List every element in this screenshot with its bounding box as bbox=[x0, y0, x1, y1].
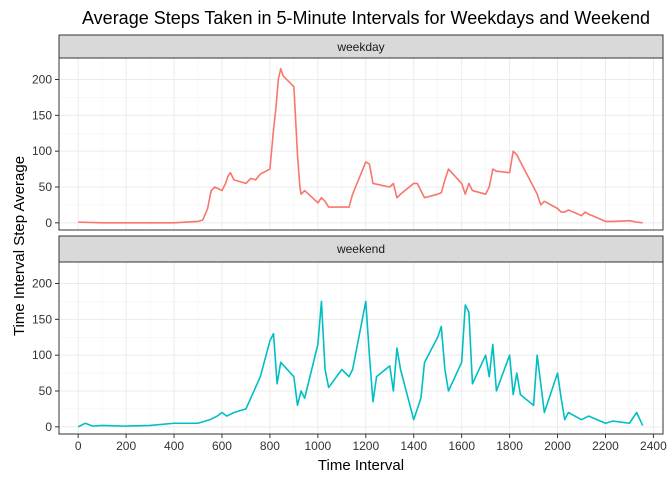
x-tick-label: 1400 bbox=[400, 439, 427, 453]
y-tick-label: 200 bbox=[32, 73, 52, 87]
plot-area-weekday bbox=[59, 58, 663, 230]
x-tick-label: 200 bbox=[116, 439, 136, 453]
y-tick-label: 100 bbox=[32, 144, 52, 158]
x-tick-label: 400 bbox=[164, 439, 184, 453]
y-tick-label: 200 bbox=[32, 277, 52, 291]
grid-weekend bbox=[59, 262, 663, 434]
y-tick-label: 50 bbox=[39, 180, 53, 194]
grid-weekday bbox=[59, 58, 663, 230]
x-tick-label: 1600 bbox=[448, 439, 475, 453]
plot-border-weekend bbox=[58, 261, 664, 435]
panel-weekend: weekend 0 50 100 150 200 bbox=[32, 235, 664, 435]
x-tick-label: 2000 bbox=[544, 439, 571, 453]
y-tick-label: 100 bbox=[32, 348, 52, 362]
strip-label-weekday: weekday bbox=[336, 40, 384, 54]
x-tick-label: 0 bbox=[75, 439, 82, 453]
x-tick-label: 1200 bbox=[352, 439, 379, 453]
chart-title: Average Steps Taken in 5-Minute Interval… bbox=[82, 8, 650, 28]
x-tick-label: 2200 bbox=[592, 439, 619, 453]
series-line-weekday bbox=[78, 67, 643, 224]
plot-border-weekday bbox=[58, 57, 664, 231]
y-axis-weekday: 0 50 100 150 200 bbox=[32, 73, 59, 230]
strip-label-weekend: weekend bbox=[336, 242, 385, 256]
strip-weekend bbox=[58, 235, 664, 263]
y-tick-label: 0 bbox=[45, 420, 52, 434]
x-tick-label: 1800 bbox=[496, 439, 523, 453]
y-tick-label: 0 bbox=[45, 216, 52, 230]
series-line-weekend bbox=[77, 300, 644, 428]
x-tick-label: 1000 bbox=[305, 439, 332, 453]
x-tick-label: 600 bbox=[212, 439, 232, 453]
x-tick-label: 2400 bbox=[640, 439, 667, 453]
panel-weekday: weekday 0 50 100 150 200 bbox=[32, 34, 664, 231]
y-axis-weekend: 0 50 100 150 200 bbox=[32, 277, 59, 434]
y-axis-label: Time Interval Step Average bbox=[11, 156, 28, 336]
plot-area-weekend bbox=[59, 262, 663, 434]
x-tick-label: 800 bbox=[260, 439, 280, 453]
y-tick-label: 150 bbox=[32, 108, 52, 122]
y-tick-label: 50 bbox=[39, 384, 53, 398]
x-axis-label: Time Interval bbox=[318, 457, 404, 474]
x-axis: 0 200 400 600 800 1000 1200 1400 1600 1800 2000 220… bbox=[75, 434, 667, 453]
y-tick-label: 150 bbox=[32, 312, 52, 326]
